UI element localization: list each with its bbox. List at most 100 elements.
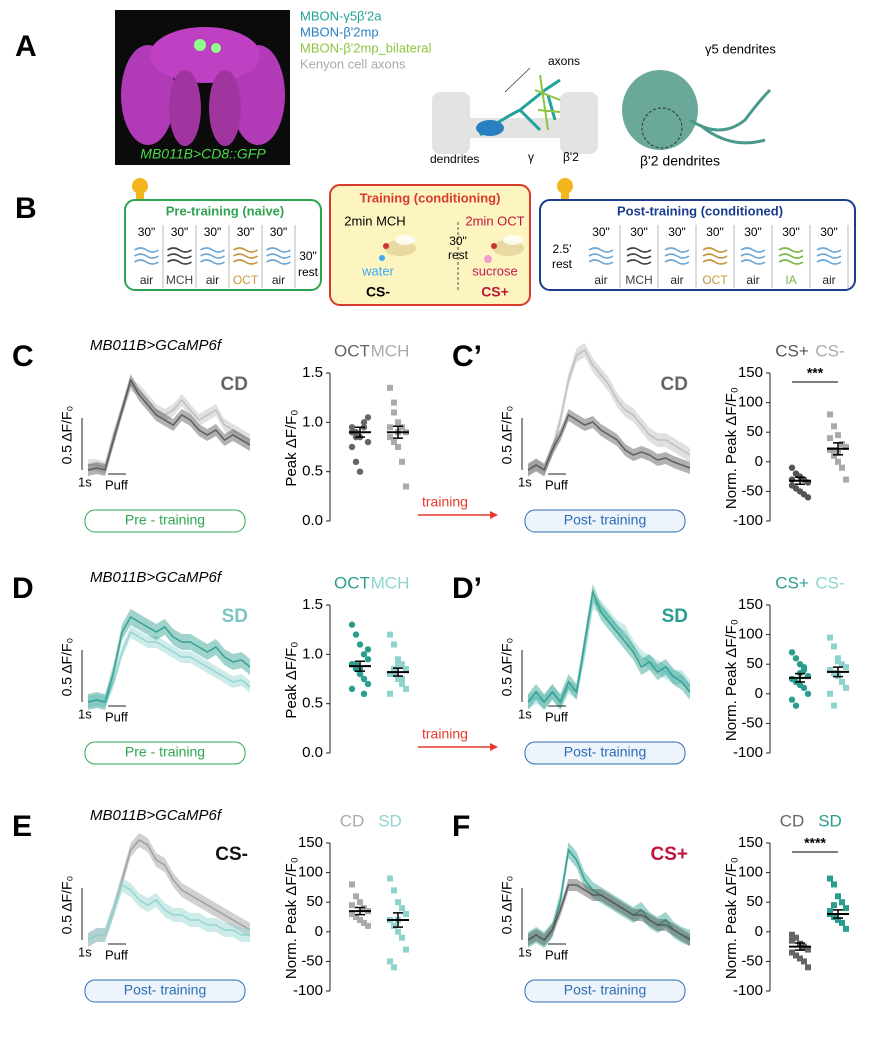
error-bar: [393, 912, 403, 928]
arrow-head: [490, 511, 498, 519]
dot: [348, 424, 356, 431]
dot: [399, 905, 405, 912]
dot: [360, 651, 368, 658]
odor-icon: [233, 247, 258, 253]
dot: [835, 658, 841, 665]
rest-label: rest: [448, 248, 469, 262]
dot: [356, 641, 364, 648]
dot: [831, 881, 837, 888]
rest-duration: 30": [449, 234, 467, 248]
odor-icon: [816, 253, 842, 259]
dot: [391, 666, 397, 673]
y-tick-label: -50: [741, 714, 763, 731]
dot: [395, 656, 401, 663]
cs-label: CS+: [481, 284, 509, 300]
dot: [827, 690, 833, 697]
phase-label: Post- training: [564, 512, 646, 528]
y-tick-label: 100: [738, 626, 763, 643]
odor-icon: [816, 259, 842, 265]
error-bar: [795, 672, 805, 683]
dot: [387, 631, 393, 638]
legend-entry: Kenyon cell axons: [300, 56, 406, 71]
dot: [399, 676, 405, 682]
training-title: Training (conditioning): [360, 190, 501, 205]
odor-icon: [740, 259, 766, 265]
dot: [364, 656, 372, 663]
phase-box: [524, 741, 686, 765]
dot: [827, 446, 833, 453]
phase-box: [84, 979, 246, 1003]
dot: [403, 911, 409, 918]
step-odor: air: [206, 273, 219, 287]
group-label: SD: [818, 811, 842, 830]
y-tick-label: -50: [301, 952, 323, 969]
trace-band: [88, 374, 250, 476]
rest-label: rest: [552, 257, 573, 271]
y-tick-label: 0: [755, 685, 763, 702]
step-duration: 30": [820, 225, 838, 239]
dot: [360, 690, 368, 697]
phase-box: [524, 979, 686, 1003]
dot: [391, 671, 397, 678]
dot: [364, 438, 372, 446]
dot: [831, 902, 837, 909]
odor-icon: [200, 259, 225, 265]
trace-band: [528, 343, 690, 477]
dot: [353, 893, 359, 900]
error-bar: [833, 442, 843, 456]
dot: [357, 916, 363, 923]
step-odor: MCH: [625, 273, 652, 287]
step-duration: 30": [706, 225, 724, 239]
dot: [356, 670, 364, 678]
legend-entry: MBON-γ5β'2a: [300, 8, 382, 23]
scale-label: 0.5 ΔF/F₀: [59, 405, 75, 464]
dot: [843, 664, 849, 671]
panel-letter: E: [12, 810, 32, 843]
step-odor: air: [272, 273, 285, 287]
dot: [839, 661, 845, 668]
dot: [403, 946, 409, 953]
dot: [348, 621, 356, 628]
y-tick-label: 150: [298, 834, 323, 851]
y-tick-label: 50: [746, 655, 763, 672]
dot: [804, 690, 812, 697]
bulb-icon: [557, 178, 573, 199]
dot: [827, 908, 833, 915]
dot: [831, 452, 837, 459]
odor-icon: [200, 253, 225, 259]
y-axis-label: Norm. Peak ΔF/F₀: [283, 857, 300, 979]
odor-icon: [740, 253, 766, 259]
group-label: CD: [780, 811, 805, 830]
group-label: CS+: [775, 573, 809, 592]
reconstruction: [622, 70, 772, 150]
y-tick-label: 0.0: [302, 512, 323, 529]
error-bar: [355, 426, 365, 438]
dot: [839, 441, 845, 448]
odor-icon: [626, 253, 652, 259]
dot: [357, 899, 363, 906]
odor-icon: [167, 253, 192, 259]
genotype: MB011B>GCaMP6f: [90, 569, 223, 586]
y-tick-label: 1.5: [302, 596, 323, 613]
dot: [387, 384, 393, 391]
significance-label: ****: [804, 835, 826, 851]
dot: [365, 922, 371, 929]
legend-entry: MBON-β'2mp_bilateral: [300, 40, 431, 55]
phase-label: Pre - training: [125, 744, 205, 760]
time-label: 1s: [518, 944, 532, 959]
training-step: 2min MCH: [344, 213, 405, 228]
odor-icon: [664, 259, 690, 265]
dot: [804, 494, 812, 501]
dot: [349, 902, 355, 909]
y-tick-label: 50: [746, 423, 763, 440]
phase-box: [84, 509, 246, 533]
step-duration: 30": [668, 225, 686, 239]
dot: [839, 899, 845, 906]
dot: [839, 919, 845, 926]
step-odor: air: [746, 273, 759, 287]
dot: [839, 678, 845, 685]
odor-icon: [134, 253, 159, 259]
error-bar: [355, 660, 365, 672]
condition-label: CD: [221, 374, 248, 395]
dot: [831, 702, 837, 709]
